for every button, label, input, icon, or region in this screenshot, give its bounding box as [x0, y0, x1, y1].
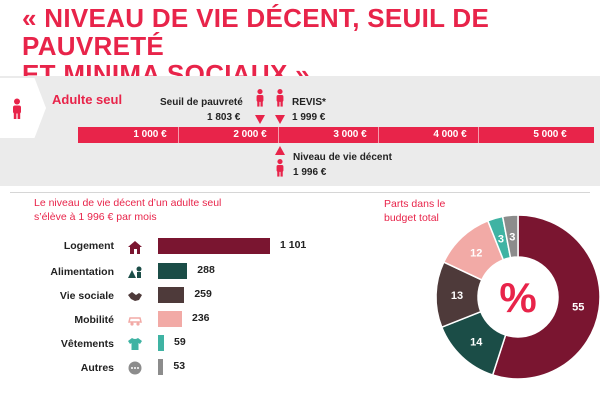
decent-arrow-icon [275, 146, 285, 155]
category-label: Mobilité [74, 314, 114, 326]
category-label: Autres [80, 362, 114, 374]
budget-bar-value: 236 [192, 312, 210, 324]
donut-slice-label: 12 [470, 248, 482, 260]
budget-bar-value: 59 [174, 336, 186, 348]
donut-slice-label: 14 [470, 336, 483, 348]
income-scale [78, 127, 594, 143]
budget-bar-value: 53 [173, 360, 186, 372]
percent-sign: % [499, 274, 536, 321]
category-label: Vie sociale [59, 290, 114, 302]
adult-label: Adulte seul [52, 92, 123, 107]
revis-arrow-icon [275, 115, 285, 124]
scale-separator [178, 127, 179, 143]
donut-hole [478, 257, 558, 337]
budget-bar-value: 259 [194, 288, 212, 300]
page-title: « NIVEAU DE VIE DÉCENT, SEUIL DE PAUVRET… [22, 4, 592, 88]
budget-bar-value: 1 101 [280, 239, 307, 251]
decent-person-icon [276, 159, 284, 177]
tshirt-icon [128, 338, 142, 350]
budget-bar [158, 359, 164, 375]
category-label: Logement [63, 240, 114, 252]
category-label: Alimentation [50, 266, 114, 278]
poverty-value: 1 803 € [207, 112, 241, 123]
title-line-1: « NIVEAU DE VIE DÉCENT, SEUIL DE PAUVRET… [22, 3, 490, 61]
budget-bar [158, 263, 188, 279]
donut-slice-label: 13 [451, 290, 463, 302]
handshake-icon [128, 292, 142, 301]
scale-separator [278, 127, 279, 143]
poverty-person-icon [256, 89, 264, 107]
donut-slice-label: 3 [509, 231, 515, 243]
budget-intro: Le niveau de vie décent d’un adulte seul… [34, 197, 222, 223]
budget-bar [158, 287, 185, 303]
revis-value: 1 999 € [292, 112, 326, 123]
car-icon [128, 317, 142, 326]
budget-bar [158, 335, 164, 351]
scale-separator [378, 127, 379, 143]
house-icon [128, 241, 142, 254]
more-icon [128, 361, 142, 375]
scale-tick: 4 000 € [433, 129, 467, 140]
decent-label: Niveau de vie décent [293, 152, 392, 163]
budget-bar [158, 238, 270, 254]
section-divider [10, 192, 590, 193]
groceries-icon [128, 266, 142, 278]
donut-slice-label: 3 [498, 233, 504, 245]
scale-tick: 5 000 € [533, 129, 567, 140]
scale-tick: 1 000 € [133, 129, 167, 140]
poverty-arrow-icon [255, 115, 265, 124]
scale-separator [478, 127, 479, 143]
scale-tick: 3 000 € [333, 129, 367, 140]
donut-slice-label: 55 [572, 302, 584, 314]
revis-person-icon [276, 89, 284, 107]
pie-label: Parts dans le budget total [384, 198, 446, 224]
budget-bar-value: 288 [197, 264, 215, 276]
revis-label: REVIS* [292, 97, 326, 108]
scale-tick: 2 000 € [233, 129, 267, 140]
poverty-label: Seuil de pauvreté [160, 97, 243, 108]
person-chevron [0, 78, 46, 138]
category-label: Vêtements [60, 338, 114, 350]
decent-value: 1 996 € [293, 167, 327, 178]
person-icon [13, 98, 21, 119]
budget-bar [158, 311, 182, 327]
